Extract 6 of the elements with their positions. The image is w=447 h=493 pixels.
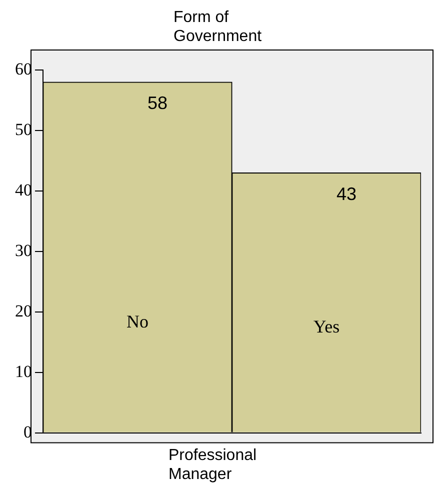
x-axis-title: Professional Manager <box>168 446 258 484</box>
chart-title: Form of Government <box>172 8 263 46</box>
data-label: 43 <box>336 184 357 204</box>
x-tick-label: Yes <box>313 316 340 337</box>
data-label: 58 <box>147 93 168 114</box>
x-tick-label: No <box>126 312 148 332</box>
